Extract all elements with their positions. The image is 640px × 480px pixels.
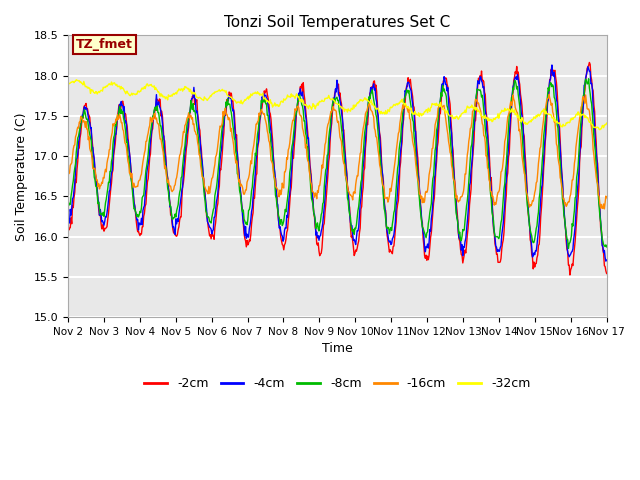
-32cm bbox=[419, 112, 427, 118]
Line: -16cm: -16cm bbox=[68, 95, 607, 209]
-4cm bbox=[129, 188, 137, 193]
-4cm bbox=[64, 218, 72, 224]
-32cm bbox=[64, 83, 72, 88]
-32cm bbox=[75, 78, 83, 84]
-2cm bbox=[603, 271, 611, 276]
Text: TZ_fmet: TZ_fmet bbox=[76, 38, 133, 51]
-32cm bbox=[596, 127, 604, 132]
-4cm bbox=[212, 199, 220, 205]
-16cm bbox=[184, 115, 192, 120]
-8cm bbox=[64, 202, 72, 207]
-2cm bbox=[184, 130, 192, 136]
-4cm bbox=[74, 151, 82, 157]
-8cm bbox=[184, 119, 192, 125]
-16cm bbox=[419, 200, 426, 205]
-8cm bbox=[564, 246, 572, 252]
-16cm bbox=[545, 92, 553, 97]
-32cm bbox=[404, 104, 412, 110]
-2cm bbox=[566, 272, 573, 278]
Line: -4cm: -4cm bbox=[68, 65, 607, 261]
-32cm bbox=[603, 120, 611, 126]
-2cm bbox=[129, 190, 137, 196]
-32cm bbox=[185, 85, 193, 91]
-16cm bbox=[403, 104, 410, 110]
-2cm bbox=[419, 220, 426, 226]
-16cm bbox=[74, 124, 82, 130]
Line: -2cm: -2cm bbox=[68, 62, 607, 275]
-8cm bbox=[212, 185, 220, 191]
-4cm bbox=[184, 125, 192, 131]
-16cm bbox=[64, 174, 72, 180]
-32cm bbox=[130, 91, 138, 96]
-4cm bbox=[403, 85, 410, 91]
-8cm bbox=[603, 244, 611, 250]
Line: -8cm: -8cm bbox=[68, 79, 607, 249]
-2cm bbox=[212, 212, 220, 218]
-8cm bbox=[585, 76, 593, 82]
-2cm bbox=[74, 158, 82, 164]
-2cm bbox=[64, 220, 72, 226]
-16cm bbox=[129, 184, 137, 190]
-4cm bbox=[548, 62, 556, 68]
-4cm bbox=[419, 224, 426, 229]
Title: Tonzi Soil Temperatures Set C: Tonzi Soil Temperatures Set C bbox=[224, 15, 451, 30]
-32cm bbox=[213, 89, 221, 95]
-16cm bbox=[600, 206, 608, 212]
-4cm bbox=[603, 257, 611, 263]
-8cm bbox=[129, 196, 137, 202]
-8cm bbox=[74, 135, 82, 141]
-32cm bbox=[72, 77, 80, 83]
-8cm bbox=[403, 87, 410, 93]
-16cm bbox=[212, 152, 220, 158]
-2cm bbox=[586, 60, 593, 65]
-4cm bbox=[602, 258, 610, 264]
-2cm bbox=[403, 84, 410, 89]
-16cm bbox=[603, 195, 611, 201]
Y-axis label: Soil Temperature (C): Soil Temperature (C) bbox=[15, 112, 28, 240]
Line: -32cm: -32cm bbox=[68, 80, 607, 130]
Legend: -2cm, -4cm, -8cm, -16cm, -32cm: -2cm, -4cm, -8cm, -16cm, -32cm bbox=[140, 372, 535, 396]
-8cm bbox=[419, 224, 426, 230]
X-axis label: Time: Time bbox=[322, 342, 353, 356]
